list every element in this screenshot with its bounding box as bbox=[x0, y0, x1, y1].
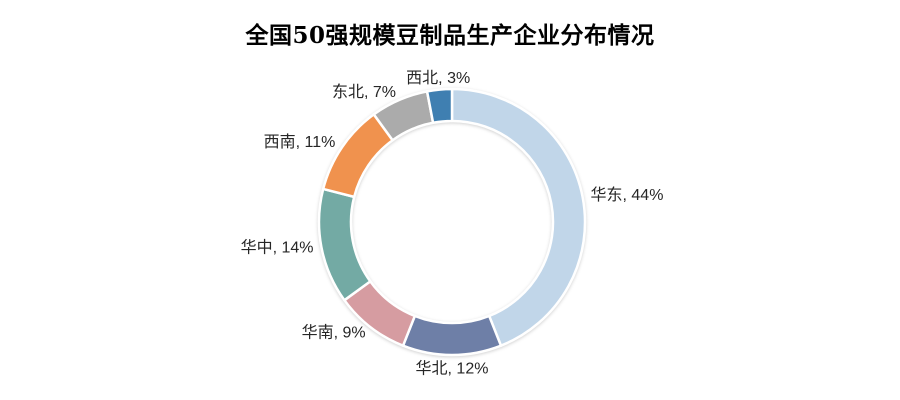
pie-slices bbox=[317, 87, 587, 357]
chart-title: 全国50强规模豆制品生产企业分布情况 bbox=[245, 22, 655, 49]
pie-slice-1 bbox=[401, 314, 503, 357]
slice-label-0: 华东, 44% bbox=[591, 186, 664, 204]
pie-slice-3 bbox=[317, 187, 372, 302]
slice-label-2: 华南, 9% bbox=[302, 324, 366, 342]
slice-label-3: 华中, 14% bbox=[241, 239, 314, 257]
slice-label-5: 东北, 7% bbox=[332, 83, 396, 101]
slice-label-4: 西南, 11% bbox=[264, 133, 336, 151]
slice-label-6: 西北, 3% bbox=[406, 69, 470, 87]
pie-slice-6 bbox=[425, 87, 454, 125]
slice-label-1: 华北, 12% bbox=[416, 359, 489, 377]
pie-slice-0 bbox=[450, 87, 587, 347]
